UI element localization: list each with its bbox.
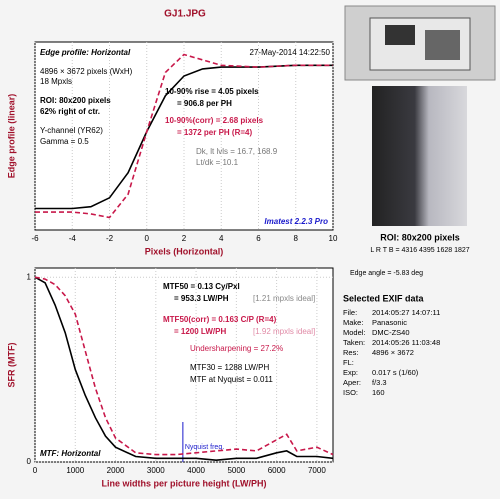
exif-value: 2014:05:27 14:07:11 xyxy=(372,308,440,317)
annotation: Y-channel (YR62) xyxy=(40,126,103,135)
annotation: 10-90%(corr) = 2.68 pixels xyxy=(165,116,264,125)
annotation: Undersharpening = 27.2% xyxy=(190,344,283,353)
annotation: Gamma = 0.5 xyxy=(40,137,89,146)
exif-value: Panasonic xyxy=(372,318,407,327)
exif-label: Exp: xyxy=(343,368,358,377)
x-tick-label: 2 xyxy=(182,234,187,243)
annotation: = 1372 per PH (R=4) xyxy=(177,128,252,137)
exif-label: Make: xyxy=(343,318,363,327)
exif-label: Taken: xyxy=(343,338,365,347)
exif-label: Model: xyxy=(343,328,366,337)
annotation: MTF50(corr) = 0.163 C/P (R=4) xyxy=(163,315,277,324)
annotation: 27-May-2014 14:22:50 xyxy=(250,48,331,57)
x-tick-label: 0 xyxy=(145,234,150,243)
x-tick-label: 10 xyxy=(329,234,338,243)
exif-value: 160 xyxy=(372,388,385,397)
y-axis-label: SFR (MTF) xyxy=(6,343,16,388)
x-tick-label: 6000 xyxy=(268,466,286,475)
chart-block xyxy=(385,25,415,45)
annotation: MTF: Horizontal xyxy=(40,449,101,458)
x-axis-label: Line widths per picture height (LW/PH) xyxy=(101,478,266,488)
data-line xyxy=(34,276,334,456)
roi-size: ROI: 80x200 pixels xyxy=(380,232,460,242)
exif-value: DMC-ZS40 xyxy=(372,328,410,337)
annotation: [1.92 mpxls ideal] xyxy=(253,327,315,336)
exif-label: FL: xyxy=(343,358,354,367)
annotation: MTF50 = 0.13 Cy/Pxl xyxy=(163,282,240,291)
x-tick-label: 5000 xyxy=(227,466,245,475)
exif-value: 4896 × 3672 xyxy=(372,348,414,357)
nyquist-label: Nyquist freq. xyxy=(185,444,224,451)
data-line xyxy=(35,53,333,219)
annotation: 62% right of ctr. xyxy=(40,107,100,116)
chart-block xyxy=(425,30,460,60)
x-tick-label: 0 xyxy=(33,466,38,475)
roi-bounds: L R T B = 4316 4395 1628 1827 xyxy=(370,247,469,254)
x-tick-label: -6 xyxy=(31,234,39,243)
plot-area xyxy=(34,267,334,463)
exif-value: 2014:05:26 11:03:48 xyxy=(372,338,440,347)
exif-title: Selected EXIF data xyxy=(343,293,425,303)
y-axis-label: Edge profile (linear) xyxy=(6,94,16,179)
x-tick-label: -2 xyxy=(106,234,114,243)
x-tick-label: 7000 xyxy=(308,466,326,475)
exif-value: 0.017 s (1/60) xyxy=(372,368,419,377)
annotation: Imatest 2.2.3 Pro xyxy=(264,217,328,226)
x-tick-label: 1000 xyxy=(66,466,84,475)
annotation: ROI: 80x200 pixels xyxy=(40,96,111,105)
annotation: MTF at Nyquist = 0.011 xyxy=(190,375,273,384)
x-tick-label: 3000 xyxy=(147,466,165,475)
exif-value: f/3.3 xyxy=(372,378,387,387)
annotation: 18 Mpxls xyxy=(40,77,72,86)
annotation: Lt/dk = 10.1 xyxy=(196,158,239,167)
exif-label: ISO: xyxy=(343,388,358,397)
x-axis-label: Pixels (Horizontal) xyxy=(145,246,224,256)
data-line xyxy=(35,64,333,210)
annotation: Dk, lt lvls = 16.7, 168.9 xyxy=(196,147,278,156)
annotation: = 1200 LW/PH xyxy=(174,327,226,336)
x-tick-label: 4 xyxy=(219,234,224,243)
annotation: 10-90% rise = 4.05 pixels xyxy=(165,87,259,96)
x-tick-label: 4000 xyxy=(187,466,205,475)
exif-label: File: xyxy=(343,308,357,317)
exif-label: Res: xyxy=(343,348,358,357)
x-tick-label: -4 xyxy=(69,234,77,243)
exif-label: Aper: xyxy=(343,378,361,387)
annotation: MTF30 = 1288 LW/PH xyxy=(190,363,269,372)
annotation: Edge profile: Horizontal xyxy=(40,48,131,57)
annotation: 4896 × 3672 pixels (WxH) xyxy=(40,67,133,76)
x-tick-label: 6 xyxy=(256,234,261,243)
annotation: = 953.3 LW/PH xyxy=(174,294,229,303)
y-tick-label: 0 xyxy=(27,457,32,466)
y-tick-label: 1 xyxy=(27,272,32,281)
x-tick-label: 8 xyxy=(294,234,299,243)
roi-image xyxy=(372,86,467,226)
data-line xyxy=(34,276,334,462)
annotation: [1.21 mpxls ideal] xyxy=(253,294,315,303)
x-tick-label: 2000 xyxy=(107,466,125,475)
window-title: GJ1.JPG xyxy=(164,9,206,20)
annotation: = 906.8 per PH xyxy=(177,99,232,108)
edge-angle: Edge angle = -5.83 deg xyxy=(350,270,423,277)
